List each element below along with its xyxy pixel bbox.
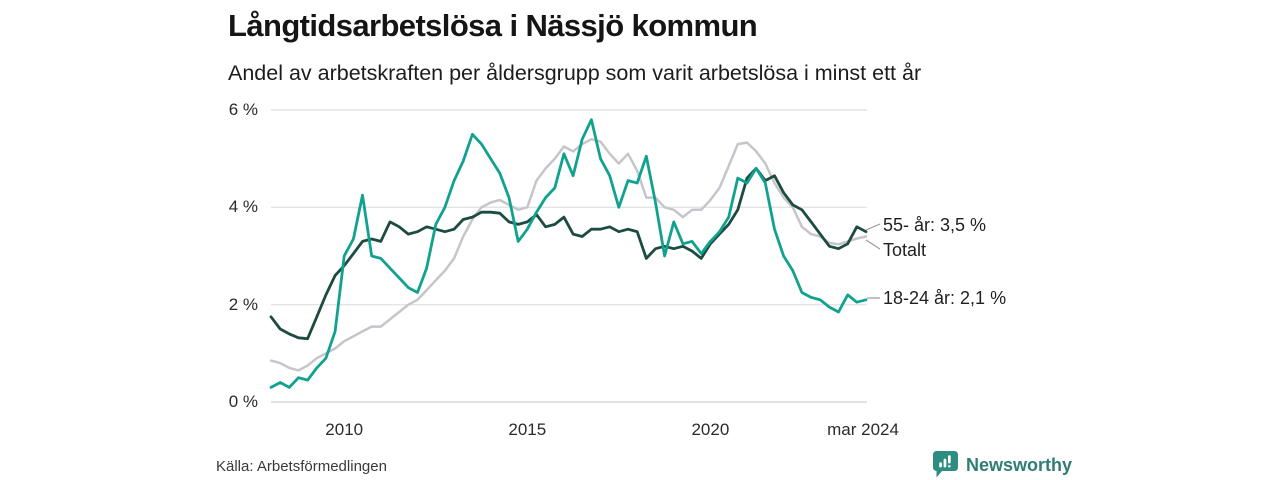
- page-title: Långtidsarbetslösa i Nässjö kommun: [228, 8, 758, 43]
- series-end-label-total: Totalt: [883, 240, 927, 260]
- y-axis-tick-6: 6 %: [228, 100, 258, 119]
- y-axis-tick-0: 0 %: [228, 392, 258, 411]
- x-axis-tick-2010: 2010: [325, 420, 364, 439]
- series-line-1824: [269, 118, 868, 389]
- x-axis-tick-mar-2024: mar 2024: [827, 420, 899, 439]
- newsworthy-brand-text: Newsworthy: [966, 454, 1073, 475]
- label-connector: [865, 239, 881, 250]
- source-note: Källa: Arbetsförmedlingen: [216, 458, 387, 475]
- x-axis-tick-2015: 2015: [508, 420, 547, 439]
- series-line-total: [269, 137, 868, 372]
- newsworthy-logo-icon: [933, 451, 958, 478]
- label-connector: [865, 223, 881, 231]
- series-line-55: [269, 166, 868, 341]
- x-axis-tick-2020: 2020: [691, 420, 730, 439]
- series-end-label-55: 55- år: 3,5 %: [883, 215, 987, 235]
- series-end-label-18-24: 18-24 år: 2,1 %: [883, 288, 1007, 308]
- newsworthy-brand: Newsworthy: [932, 450, 1072, 479]
- chart-subtitle: Andel av arbetskraften per åldersgrupp s…: [228, 61, 922, 85]
- y-axis-tick-2: 2 %: [228, 294, 258, 314]
- y-axis-tick-4: 4 %: [228, 197, 258, 217]
